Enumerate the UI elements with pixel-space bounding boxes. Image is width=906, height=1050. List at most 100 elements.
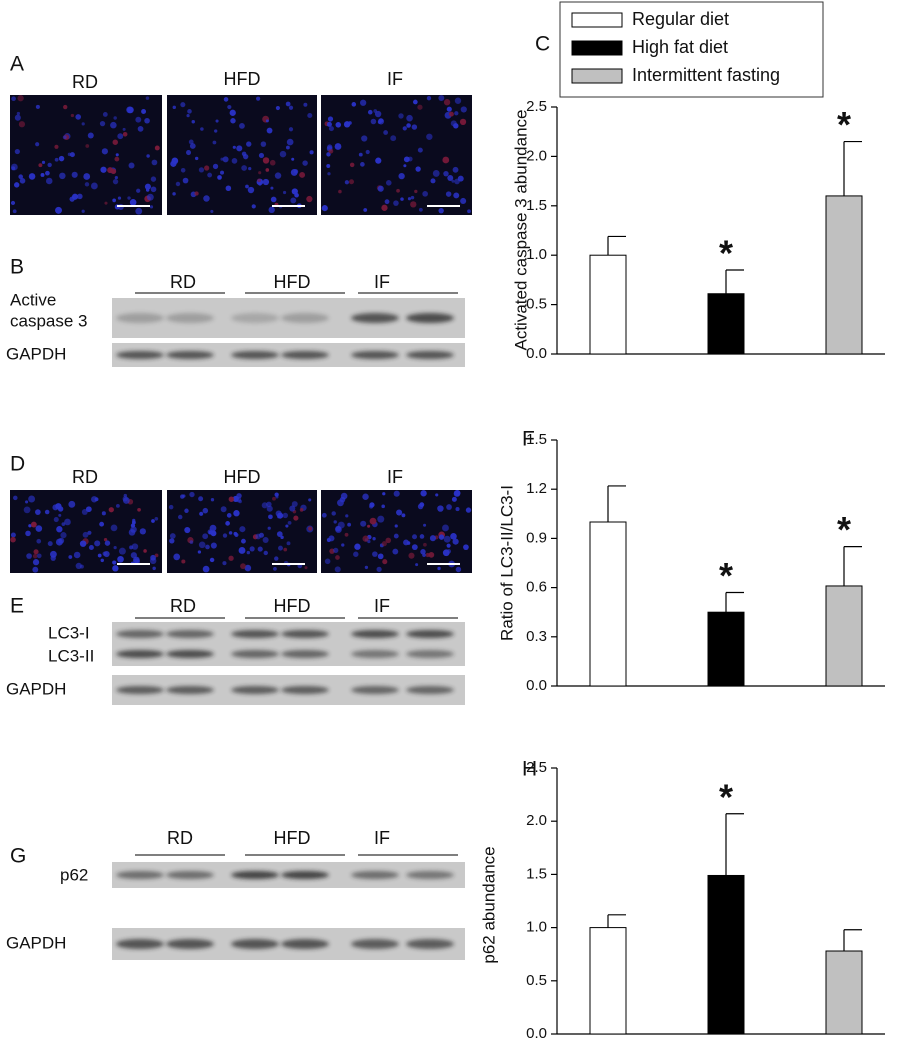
nucleus bbox=[198, 541, 206, 549]
nucleus bbox=[223, 97, 229, 102]
nucleus bbox=[385, 180, 392, 186]
nucleus bbox=[293, 515, 299, 521]
nucleus bbox=[209, 557, 215, 563]
nucleus bbox=[299, 172, 306, 178]
nucleus bbox=[151, 159, 158, 166]
legend-label: Regular diet bbox=[632, 9, 729, 29]
nucleus bbox=[331, 511, 336, 516]
nucleus bbox=[79, 540, 87, 547]
nucleus bbox=[210, 498, 215, 502]
nucleus bbox=[299, 508, 304, 512]
nucleus bbox=[112, 560, 117, 565]
nucleus bbox=[212, 140, 217, 145]
nucleus bbox=[81, 209, 85, 213]
nucleus bbox=[437, 566, 441, 571]
nucleus bbox=[94, 497, 99, 502]
nucleus bbox=[233, 510, 240, 517]
nucleus bbox=[425, 552, 430, 558]
nucleus bbox=[25, 500, 29, 504]
nucleus bbox=[453, 192, 460, 199]
nucleus bbox=[58, 537, 65, 544]
nucleus bbox=[100, 166, 107, 173]
nucleus bbox=[14, 148, 20, 155]
nucleus bbox=[419, 534, 425, 539]
nucleus bbox=[205, 544, 210, 550]
panel-letter: E bbox=[10, 595, 24, 618]
nucleus bbox=[280, 535, 284, 540]
nucleus bbox=[220, 170, 225, 175]
nucleus bbox=[338, 189, 342, 194]
nucleus bbox=[202, 533, 209, 540]
nucleus bbox=[420, 490, 427, 497]
band bbox=[406, 650, 454, 658]
nucleus bbox=[372, 551, 378, 557]
nucleus bbox=[286, 541, 291, 546]
nucleus bbox=[235, 497, 242, 503]
band bbox=[281, 650, 329, 658]
nucleus bbox=[420, 549, 426, 555]
nucleus bbox=[108, 507, 114, 513]
nucleus bbox=[144, 117, 150, 124]
nucleus bbox=[256, 96, 261, 101]
nucleus bbox=[117, 555, 124, 563]
nucleus bbox=[41, 160, 46, 164]
nucleus bbox=[102, 112, 108, 117]
panel-letter: H bbox=[522, 758, 537, 781]
nucleus bbox=[112, 178, 119, 185]
nucleus bbox=[236, 145, 243, 152]
nucleus bbox=[360, 162, 365, 167]
nucleus bbox=[292, 188, 297, 193]
panel-letter: B bbox=[10, 256, 24, 279]
nucleus bbox=[197, 550, 202, 554]
nucleus bbox=[344, 180, 350, 185]
nucleus bbox=[415, 166, 421, 172]
nucleus bbox=[241, 538, 246, 544]
nucleus bbox=[442, 524, 449, 532]
nucleus bbox=[35, 525, 43, 532]
nucleus bbox=[60, 532, 67, 539]
band bbox=[166, 686, 214, 694]
nucleus bbox=[265, 168, 270, 172]
nucleus bbox=[154, 553, 159, 558]
band bbox=[406, 871, 454, 879]
nucleus bbox=[282, 190, 287, 195]
nucleus bbox=[276, 515, 281, 519]
row-label: p62 bbox=[60, 865, 88, 884]
nucleus bbox=[339, 496, 346, 503]
nucleus bbox=[145, 96, 150, 100]
nucleus bbox=[35, 104, 40, 109]
nucleus bbox=[63, 104, 68, 110]
band bbox=[231, 871, 279, 879]
nucleus bbox=[103, 538, 108, 542]
nucleus bbox=[306, 195, 313, 203]
nucleus bbox=[77, 193, 83, 200]
nucleus bbox=[137, 125, 144, 132]
nucleus bbox=[172, 105, 176, 110]
nucleus bbox=[452, 166, 459, 173]
nucleus bbox=[248, 167, 252, 171]
nucleus bbox=[47, 162, 52, 168]
nucleus bbox=[97, 553, 102, 558]
nucleus bbox=[214, 129, 218, 133]
nucleus bbox=[443, 99, 451, 106]
nucleus bbox=[401, 513, 406, 518]
nucleus bbox=[28, 495, 36, 503]
nucleus bbox=[247, 186, 255, 194]
nucleus bbox=[225, 185, 232, 192]
nucleus bbox=[194, 156, 199, 161]
group-label: HFD bbox=[274, 596, 311, 616]
nucleus bbox=[403, 156, 410, 163]
nucleus bbox=[362, 493, 369, 500]
nucleus bbox=[274, 172, 282, 179]
nucleus bbox=[335, 525, 341, 532]
nucleus bbox=[390, 135, 397, 142]
group-label: RD bbox=[170, 596, 196, 616]
group-label: IF bbox=[374, 272, 390, 292]
band bbox=[406, 686, 454, 694]
nucleus bbox=[128, 162, 135, 169]
bar bbox=[707, 611, 745, 687]
y-tick-label: 1.0 bbox=[526, 246, 547, 263]
nucleus bbox=[151, 519, 155, 523]
nucleus bbox=[258, 171, 262, 175]
nucleus bbox=[327, 144, 333, 150]
